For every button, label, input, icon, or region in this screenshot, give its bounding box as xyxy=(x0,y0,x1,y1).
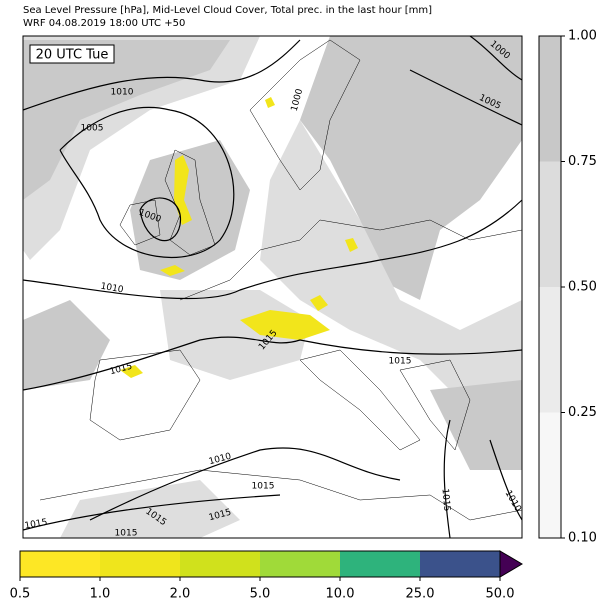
colorbar-tick-label: 1.0 xyxy=(90,587,111,602)
colorbar-segment xyxy=(420,551,501,577)
coastline xyxy=(299,349,421,451)
cloud-area xyxy=(300,36,522,300)
colorbar-tick-label: 5.0 xyxy=(250,587,271,602)
colorbar-tick-label: 50.0 xyxy=(486,587,515,602)
colorbar-extension xyxy=(499,550,523,578)
isobar xyxy=(59,106,235,259)
precip-area xyxy=(310,295,328,311)
isobar xyxy=(469,35,523,81)
title: Sea Level Pressure [hPa], Mid-Level Clou… xyxy=(23,5,432,16)
isobar xyxy=(22,336,523,391)
isobar xyxy=(22,494,281,531)
colorbar-tick-label: 25.0 xyxy=(406,587,435,602)
coastline xyxy=(399,359,471,451)
precip-area xyxy=(345,238,358,252)
cloud-area xyxy=(130,140,250,280)
precip-area xyxy=(174,155,192,225)
cloud-area xyxy=(260,120,522,420)
isobar-label: 1010 xyxy=(100,282,125,296)
time-label: 20 UTC Tue xyxy=(36,48,109,63)
isobar-label: 1015 xyxy=(252,482,275,492)
isobars xyxy=(22,35,523,539)
colorbar-segment xyxy=(539,36,561,162)
isobar xyxy=(89,447,401,521)
colorbar-tick-label: 0.5 xyxy=(10,587,31,602)
colorbar-tick-label: 10.0 xyxy=(326,587,355,602)
isobar xyxy=(22,39,301,111)
colorbar-segment xyxy=(20,551,101,577)
precip-area xyxy=(265,97,275,108)
isobar xyxy=(443,419,451,539)
time-label-box xyxy=(29,44,115,64)
cloud-area xyxy=(23,40,230,200)
cloud-area xyxy=(430,380,522,470)
coastline xyxy=(119,199,161,246)
coastline xyxy=(89,349,201,441)
colorbar-tick-label: 0.10 xyxy=(568,531,597,546)
precipitation xyxy=(120,97,358,378)
colorbar-tick-label: 2.0 xyxy=(170,587,191,602)
colorbar-segment xyxy=(539,412,561,538)
colorbar-segment xyxy=(539,287,561,413)
isobar-label: 1010 xyxy=(111,88,134,98)
isobar-label: 1015 xyxy=(440,488,452,512)
precip-area xyxy=(120,365,143,378)
isobar-label: 1005 xyxy=(81,124,104,134)
cloud-cover xyxy=(23,36,522,538)
colorbar-tick-label: 0.50 xyxy=(568,280,597,295)
isobar-label: 1015 xyxy=(389,357,412,367)
subtitle: WRF 04.08.2019 18:00 UTC +50 xyxy=(23,18,185,29)
coastline xyxy=(39,469,523,521)
colorbar-segment xyxy=(539,161,561,287)
map-frame xyxy=(22,35,523,539)
colorbar-tick-label: 1.00 xyxy=(568,29,597,44)
colorbar-tick-label: 0.25 xyxy=(568,405,597,420)
precip-area xyxy=(160,265,185,276)
isobar xyxy=(409,69,523,126)
coastline xyxy=(179,219,523,301)
cloud-colorbar: 0.10 0.25 0.50 0.75 1.00 xyxy=(538,29,597,546)
colorbar-segment xyxy=(260,551,341,577)
cloud-area xyxy=(23,300,110,390)
colorbar-segment xyxy=(100,551,181,577)
map: 1000 1005 1010 1005 1000 1000 1010 1015 … xyxy=(22,35,523,539)
isobar xyxy=(22,199,523,300)
precip-colorbar: 0.5 1.0 2.0 5.0 10.0 25.0 50.0 xyxy=(10,550,523,602)
isobar-label: 1015 xyxy=(24,518,48,532)
colorbar-segment xyxy=(180,551,261,577)
isobar-label: 1015 xyxy=(115,529,138,539)
coastline xyxy=(249,39,361,191)
isobar xyxy=(489,439,523,521)
isobar xyxy=(139,197,181,242)
precip-area xyxy=(240,310,330,340)
colorbar-tick-label: 0.75 xyxy=(568,154,597,169)
cloud-area xyxy=(60,480,240,538)
colorbar-segment xyxy=(340,551,421,577)
